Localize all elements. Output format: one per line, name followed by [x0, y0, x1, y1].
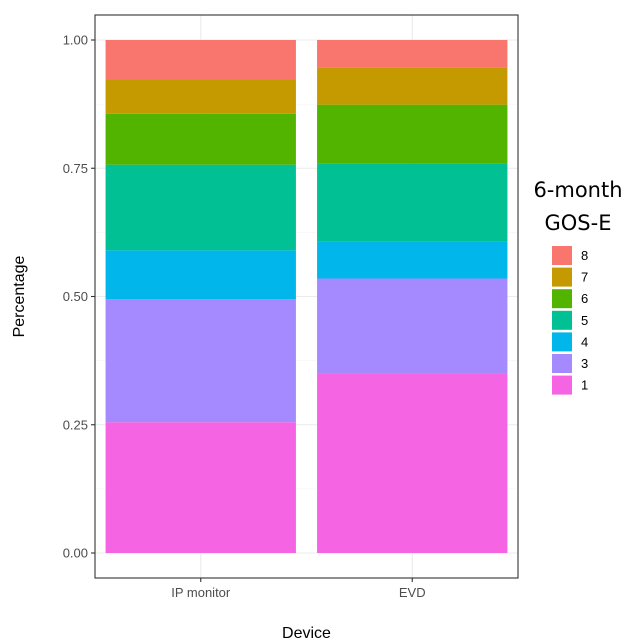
y-tick-label: 0.50 — [63, 289, 88, 304]
legend-title-line1: 6-month — [533, 178, 622, 202]
bar-segment — [105, 299, 296, 423]
legend-key — [552, 354, 572, 373]
bar-segment — [105, 164, 296, 251]
x-tick-label: EVD — [399, 585, 426, 600]
legend-key — [552, 246, 572, 265]
legend-key — [552, 332, 572, 352]
x-tick-label: IP monitor — [171, 585, 231, 600]
y-tick-label: 0.75 — [63, 161, 88, 176]
legend-label: 1 — [581, 378, 588, 393]
bar-segment — [317, 40, 508, 68]
y-axis-title: Percentage — [11, 255, 28, 337]
legend-label: 3 — [581, 356, 588, 371]
y-axis: 0.00 0.25 0.50 0.75 1.00 — [63, 33, 95, 561]
bar-segment — [317, 163, 508, 242]
bar-segment — [317, 373, 508, 553]
bars — [105, 40, 508, 553]
bar-segment — [317, 104, 508, 164]
bar-segment — [317, 241, 508, 279]
y-tick-label: 1.00 — [63, 33, 88, 48]
legend-label: 4 — [581, 334, 588, 349]
legend-key — [552, 310, 572, 330]
bar-segment — [105, 250, 296, 300]
bar-segment — [105, 40, 296, 81]
bar-segment — [317, 278, 508, 374]
x-axis: IP monitor EVD — [171, 578, 426, 600]
legend: 6-month GOS-E 8 7 6 5 4 3 1 — [533, 178, 623, 395]
legend-label: 6 — [581, 291, 588, 306]
legend-title-line2: GOS-E — [545, 211, 612, 235]
y-tick-label: 0.25 — [63, 417, 88, 432]
x-axis-title: Device — [282, 625, 331, 642]
legend-label: 8 — [581, 248, 588, 263]
y-tick-label: 0.00 — [63, 546, 88, 561]
bar-segment — [105, 80, 296, 114]
legend-key — [552, 289, 572, 309]
legend-label: 5 — [581, 313, 588, 328]
legend-key — [552, 267, 572, 287]
bar-segment — [317, 67, 508, 105]
legend-label: 7 — [581, 270, 588, 285]
legend-key — [552, 375, 572, 395]
bar-segment — [105, 113, 296, 165]
bar-segment — [105, 422, 296, 553]
